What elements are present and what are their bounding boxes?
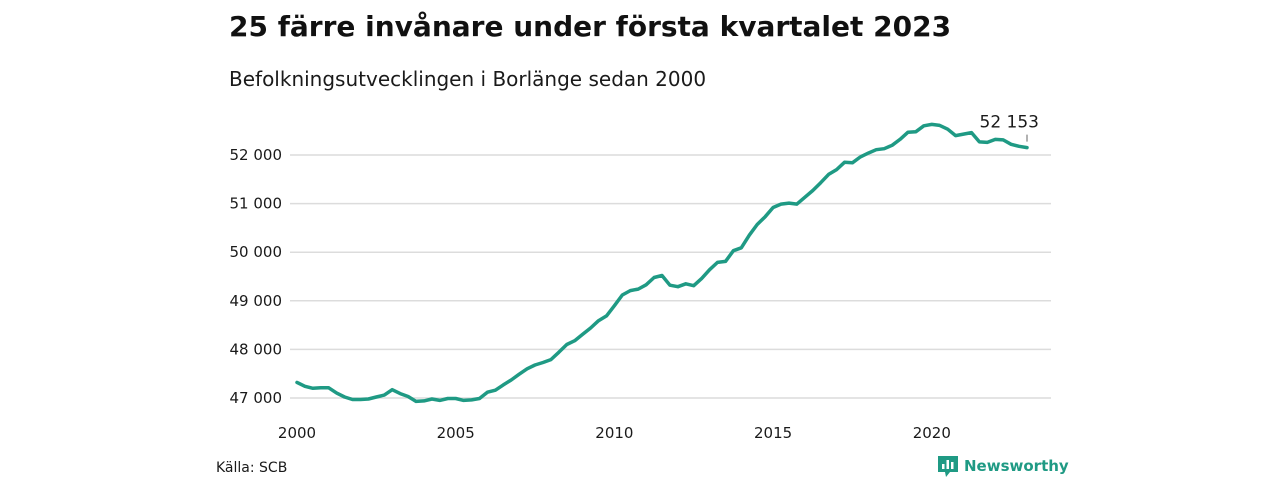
x-axis-ticks: 2000 2005 2010 2015 2020 bbox=[278, 424, 951, 442]
newsworthy-logo-icon bbox=[938, 456, 958, 477]
y-tick-label: 52 000 bbox=[230, 146, 283, 164]
x-tick-label: 2005 bbox=[437, 424, 475, 442]
brand-logo[interactable]: Newsworthy bbox=[938, 456, 1069, 477]
y-tick-label: 47 000 bbox=[230, 389, 283, 407]
gridlines bbox=[290, 154, 1051, 399]
series-layer bbox=[295, 122, 1029, 404]
source-note: Källa: SCB bbox=[216, 460, 287, 476]
chart-title: 25 färre invånare under första kvartalet… bbox=[229, 10, 951, 43]
x-tick-label: 2000 bbox=[278, 424, 316, 442]
brand-name: Newsworthy bbox=[964, 457, 1069, 475]
y-tick-label: 50 000 bbox=[230, 243, 283, 261]
end-value-label: 52 153 bbox=[980, 113, 1039, 133]
x-tick-label: 2020 bbox=[913, 424, 951, 442]
series-line bbox=[295, 122, 1029, 404]
chart-subtitle: Befolkningsutvecklingen i Borlänge sedan… bbox=[229, 67, 706, 91]
y-axis-ticks: 47 000 48 000 49 000 50 000 51 000 52 000 bbox=[230, 146, 283, 407]
x-tick-label: 2010 bbox=[595, 424, 633, 442]
y-tick-label: 49 000 bbox=[230, 292, 283, 310]
y-tick-label: 48 000 bbox=[230, 340, 283, 358]
x-tick-label: 2015 bbox=[754, 424, 792, 442]
y-tick-label: 51 000 bbox=[230, 195, 283, 213]
